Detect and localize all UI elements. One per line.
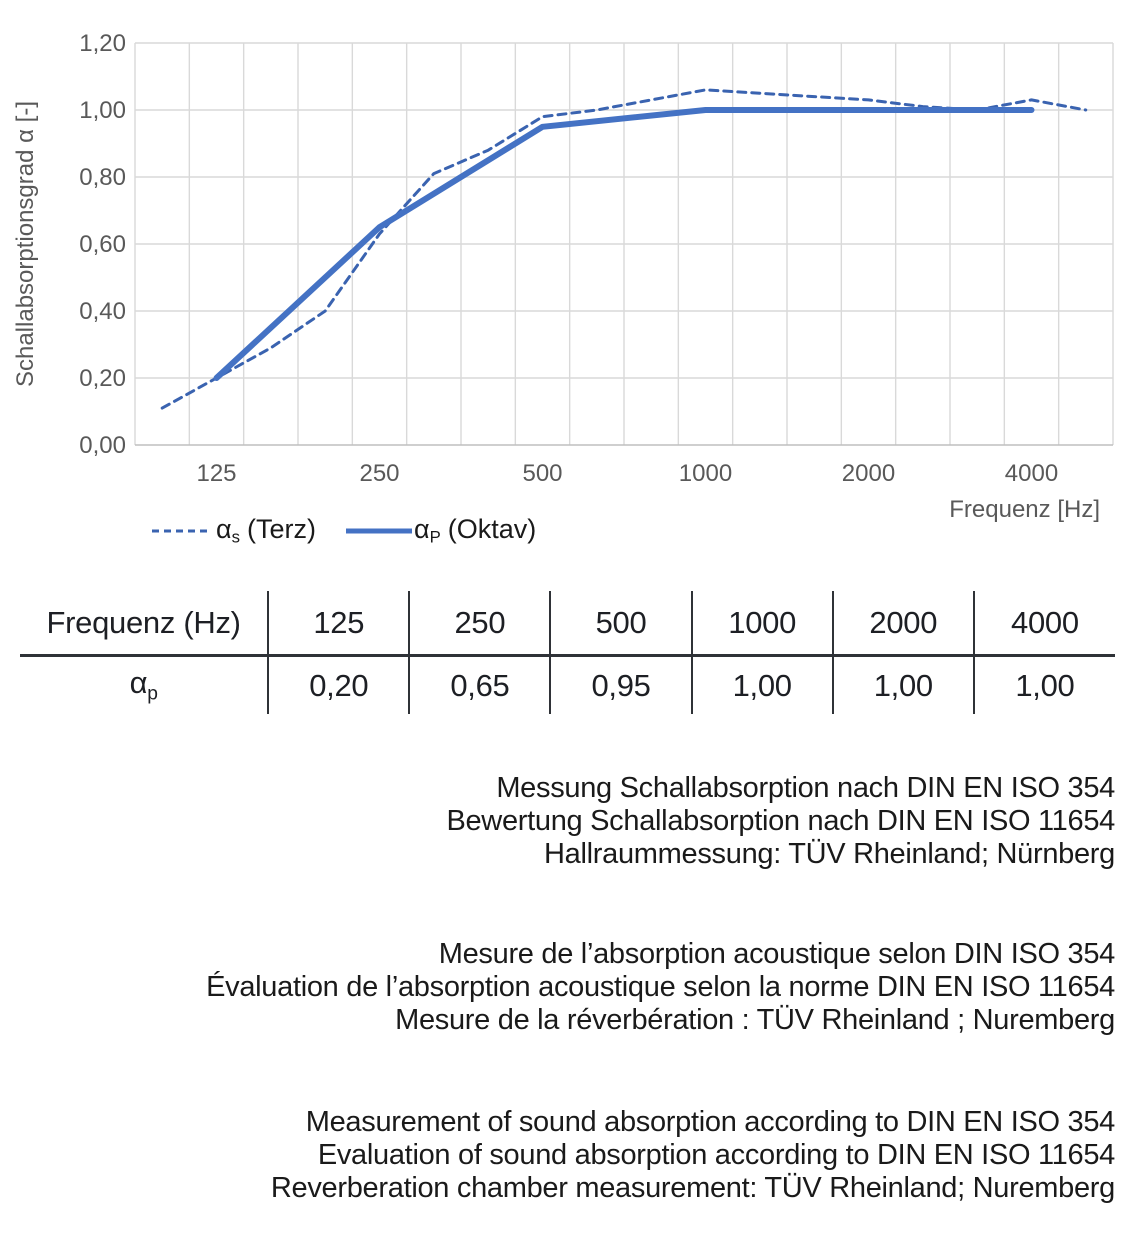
legend-label-terz: αs (Terz) (216, 514, 316, 547)
note-line: Évaluation de l’absorption acoustique se… (206, 971, 1115, 1003)
table-value-row: αp 0,20 0,65 0,95 1,00 1,00 1,00 (20, 655, 1115, 714)
table-header-cell: 250 (408, 591, 551, 657)
table-header-cell: 500 (549, 591, 692, 657)
table-header-cell: 125 (267, 591, 410, 657)
note-line: Hallraummessung: TÜV Rheinland; Nürnberg (544, 838, 1115, 870)
solid-line-swatch-icon (345, 528, 412, 534)
chart-series (160, 88, 1088, 410)
x-tick-label: 250 (359, 460, 399, 487)
y-tick-label: 0,40 (79, 298, 126, 325)
legend-label-oktav: αP (Oktav) (413, 514, 537, 547)
table-row-label-alpha-p: αp (129, 665, 158, 705)
legend-item-terz: αs (Terz) (152, 514, 316, 548)
y-tick-label: 0,20 (79, 365, 126, 392)
note-line: Measurement of sound absorption accordin… (305, 1106, 1116, 1138)
table-header-row: Frequenz (Hz) 125 250 500 1000 2000 4000 (20, 591, 1115, 657)
x-tick-label: 2000 (842, 460, 895, 487)
y-tick-label: 1,20 (79, 30, 126, 57)
table-value-cell: 1,00 (831, 655, 974, 714)
x-tick-label: 125 (196, 460, 236, 487)
table-header-cell: 2000 (831, 591, 974, 657)
notes-german: Messung Schallabsorption nach DIN EN ISO… (446, 772, 1115, 871)
note-line: Mesure de la réverbération : TÜV Rheinla… (395, 1004, 1115, 1036)
x-tick-label: 1000 (679, 460, 732, 487)
table-value-cell: 0,20 (267, 655, 410, 714)
y-tick-label: 0,00 (79, 432, 126, 459)
note-line: Mesure de l’absorption acoustique selon … (438, 938, 1116, 970)
series-line-oktav (213, 107, 1035, 381)
table-header-cell: 4000 (972, 591, 1115, 657)
y-tick-label: 0,60 (79, 231, 126, 258)
notes-english: Measurement of sound absorption accordin… (271, 1106, 1115, 1205)
note-line: Reverberation chamber measurement: TÜV R… (270, 1172, 1115, 1204)
y-axis-title: Schallabsorptionsgrad α [-] (12, 101, 39, 387)
table-header-cell: 1000 (690, 591, 833, 657)
x-tick-label: 4000 (1005, 460, 1058, 487)
table-value-cell: 1,00 (972, 655, 1115, 714)
notes-french: Mesure de l’absorption acoustique selon … (206, 938, 1115, 1037)
dashed-line-swatch-icon (152, 529, 208, 533)
y-tick-label: 0,80 (79, 164, 126, 191)
chart-tick-labels: 0,00 0,20 0,40 0,60 0,80 1,00 1,20 125 250 500 100… (79, 30, 1058, 487)
note-line: Bewertung Schallabsorption nach DIN EN I… (446, 805, 1115, 837)
x-tick-label: 500 (522, 460, 562, 487)
note-line: Evaluation of sound absorption according… (317, 1139, 1115, 1171)
y-tick-label: 1,00 (79, 97, 126, 124)
x-axis-title: Frequenz [Hz] (949, 496, 1100, 523)
table-value-cell: 0,65 (408, 655, 551, 714)
table-header-frequenz: Frequenz (Hz) (20, 591, 269, 657)
note-line: Messung Schallabsorption nach DIN EN ISO… (496, 772, 1115, 804)
table-value-cell: 1,00 (690, 655, 833, 714)
chart-legend: αs (Terz) αP (Oktav) (152, 514, 536, 548)
chart-canvas: 0,00 0,20 0,40 0,60 0,80 1,00 1,20 125 250 500 100… (12, 30, 1114, 523)
table-value-cell: 0,95 (549, 655, 692, 714)
frequency-table: Frequenz (Hz) 125 250 500 1000 2000 4000… (20, 591, 1115, 714)
chart-gridlines (134, 42, 1114, 446)
legend-item-oktav: αP (Oktav) (345, 514, 537, 548)
absorption-chart: 0,00 0,20 0,40 0,60 0,80 1,00 1,20 125 250 500 100… (0, 0, 1135, 560)
